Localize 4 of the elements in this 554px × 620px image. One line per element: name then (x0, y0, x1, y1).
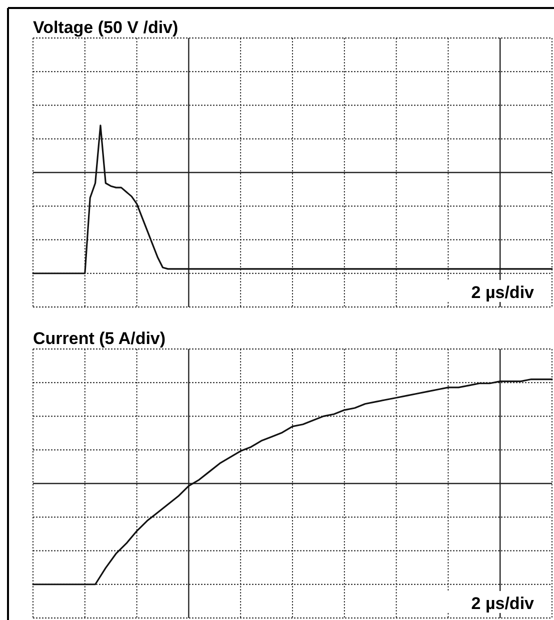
chart-title: Current (5 A/div) (33, 329, 166, 348)
chart-title: Voltage (50 V /div) (33, 18, 178, 37)
x-axis-title: 2 µs/div (471, 283, 535, 302)
x-axis-title: 2 µs/div (471, 594, 535, 613)
